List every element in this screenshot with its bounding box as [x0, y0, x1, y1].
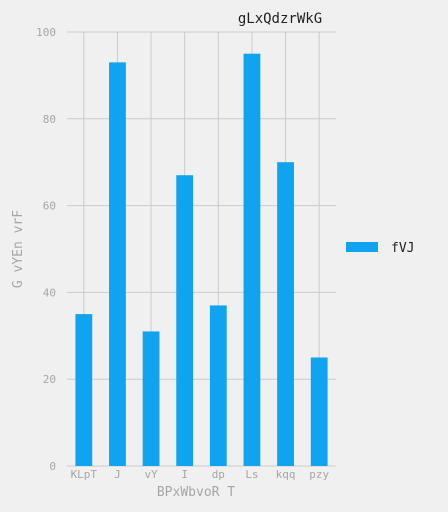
chart-title: gLxQdzrWkG [238, 11, 322, 27]
bar-Ls [243, 53, 261, 466]
bar-kqq [277, 162, 294, 466]
x-axis-title: BPxWbvoR T [157, 485, 235, 500]
y-axis-title: G vYEn vrF [11, 210, 26, 288]
y-tick-label: 20 [43, 373, 56, 386]
x-tick-label: vY [144, 468, 158, 481]
x-tick-label: J [114, 468, 121, 481]
x-tick-label: I [181, 468, 188, 481]
x-tick-label: Ls [245, 468, 258, 481]
y-tick-label: 0 [49, 460, 56, 473]
bar-I [176, 175, 194, 466]
y-tick-label: 40 [43, 286, 56, 299]
x-tick-label: kqq [276, 468, 296, 481]
bar-dp [209, 305, 227, 466]
legend: fVJ [346, 241, 414, 256]
x-tick-label: pzy [309, 468, 329, 481]
y-tick-labels: 0 20 40 60 80 100 [36, 26, 56, 473]
legend-label: fVJ [391, 241, 414, 256]
x-tick-label: dp [212, 468, 225, 481]
x-tick-label: KLpT [71, 468, 98, 481]
bar-pzy [310, 357, 328, 466]
bar-KLpT [75, 314, 93, 466]
y-tick-label: 100 [36, 26, 56, 39]
bars-layer [75, 53, 328, 466]
legend-swatch [346, 242, 378, 252]
bar-J [109, 62, 126, 466]
y-tick-label: 80 [43, 113, 56, 126]
bar-vY [142, 331, 160, 466]
y-tick-label: 60 [43, 200, 56, 213]
